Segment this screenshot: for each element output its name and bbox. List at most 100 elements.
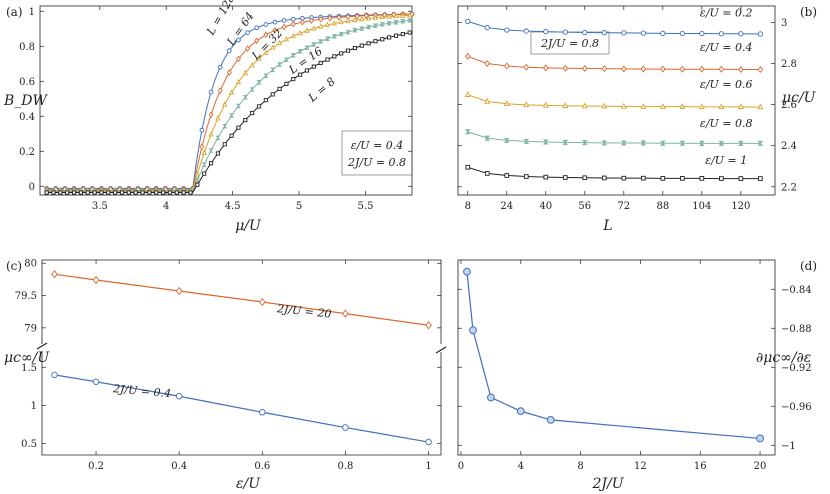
- panel-a-point-3-99: [270, 67, 276, 73]
- panel-a-point-2-159: [407, 12, 413, 18]
- panel-a-point-3-147: [379, 22, 385, 27]
- panel-a-point-3-84: [235, 103, 242, 109]
- panel-a-point-3-120: [318, 39, 324, 44]
- panel-b-point-1-13: [718, 65, 725, 73]
- panel-a-point-1-88: [245, 45, 251, 52]
- panel-a-ytick-label-4: 0.8: [19, 42, 35, 53]
- panel-a-point-2-78: [222, 101, 228, 107]
- panel-a-point-4-60: [181, 190, 186, 195]
- panel-a-point-1-96: [263, 31, 269, 39]
- panel-b-xlabel: L: [602, 218, 612, 234]
- panel-b-ytick-label-2: 2.6: [781, 100, 797, 111]
- panel-a-legend-box: [341, 130, 413, 176]
- panel-b-point-0-5: [562, 29, 568, 35]
- panel-a-point-4-153: [393, 33, 399, 38]
- panel-label-a: (a): [6, 5, 23, 19]
- panel-a-point-4-3: [51, 190, 56, 195]
- panel-a-point-3-90: [249, 87, 255, 92]
- panel-d-frame: [457, 259, 776, 456]
- panel-b-point-1-5: [562, 64, 569, 72]
- panel-b-point-1-12: [699, 65, 705, 73]
- panel-b-point-4-11: [680, 176, 685, 181]
- panel-a-point-4-0: [44, 190, 49, 195]
- panel-a-point-2-132: [345, 17, 351, 24]
- panel-a-point-1-92: [254, 37, 260, 45]
- panel-a-point-4-144: [373, 39, 378, 44]
- panel-a-point-2-105: [283, 36, 290, 42]
- panel-a-point-4-33: [119, 190, 125, 195]
- panel-c-upper-ytick-label-1: 79.5: [15, 291, 37, 302]
- panel-a-series-label-4: L = 8: [305, 75, 337, 105]
- panel-b-point-0-6: [582, 29, 588, 36]
- panel-b-point-2-4: [542, 101, 549, 108]
- panel-a-point-0-68: [199, 127, 205, 133]
- panel-b-point-4-13: [719, 176, 724, 181]
- panel-c-line-1: [54, 374, 429, 443]
- panel-b-series-label-3: ε/U = 0.8: [700, 117, 753, 130]
- panel-a-point-4-123: [325, 57, 330, 62]
- panel-b-ytick-label-3: 2.8: [781, 59, 797, 70]
- panel-a-series-label-1: L = 64: [224, 10, 257, 49]
- panel-a-point-2-69: [201, 149, 207, 155]
- panel-a-point-4-141: [366, 41, 371, 46]
- panel-d-xtick-label-3: 12: [634, 461, 647, 472]
- panel-a-xlabel: μ/U: [235, 218, 262, 234]
- panel-b-point-1-6: [582, 64, 588, 72]
- panel-b-point-3-9: [640, 140, 647, 146]
- panel-a-point-2-120: [318, 23, 324, 29]
- panel-a-point-2-141: [365, 15, 372, 21]
- panel-a-point-4-150: [387, 35, 392, 40]
- panel-label-b: (b): [800, 5, 817, 19]
- panel-a-point-3-117: [311, 42, 317, 47]
- panel-c-ylabel: μc∞/U: [4, 350, 50, 366]
- panel-a-point-4-111: [298, 72, 303, 77]
- panel-a-point-3-93: [256, 80, 262, 85]
- panel-a-point-3-159: [407, 18, 413, 23]
- panel-a-point-0-108: [290, 16, 296, 22]
- panel-d-point-0-5: [756, 434, 764, 443]
- panel-b-point-2-1: [484, 97, 491, 104]
- panel-b-point-4-15: [758, 176, 763, 181]
- panel-a-point-4-138: [359, 43, 364, 48]
- panel-a-point-3-111: [297, 49, 303, 54]
- panel-a-point-4-48: [154, 190, 159, 195]
- panel-a-point-4-54: [167, 190, 173, 195]
- panel-a-point-2-138: [359, 15, 365, 22]
- panel-a-xtick-label-2: 4.5: [225, 201, 241, 212]
- panel-a-legend-line-2: 2J/U = 0.8: [347, 156, 406, 169]
- panel-a-point-0-96: [263, 22, 269, 27]
- panel-d-xtick-label-4: 16: [694, 461, 707, 472]
- panel-a-point-4-51: [161, 190, 166, 195]
- panel-b-point-3-7: [601, 140, 608, 146]
- panel-d-point-0-0: [463, 267, 471, 276]
- panel-b-xtick-label-1: 24: [500, 201, 513, 212]
- panel-a-point-1-84: [235, 55, 241, 63]
- panel-b-series-label-4: ε/U = 1: [705, 154, 747, 167]
- panel-c-series-label-1: 2J/U = 0.4: [112, 382, 172, 400]
- panel-a-point-0-72: [208, 89, 214, 95]
- panel-b-point-3-13: [718, 140, 725, 146]
- panel-b-point-2-9: [640, 103, 647, 109]
- panel-b-point-0-15: [757, 31, 764, 37]
- panel-a-point-4-159: [407, 30, 412, 35]
- panel-b-point-2-7: [601, 102, 608, 109]
- panel-a-point-4-69: [202, 171, 207, 176]
- panel-b-point-2-14: [737, 103, 744, 110]
- panel-a-point-2-84: [235, 78, 242, 85]
- panel-a-point-3-75: [215, 135, 221, 140]
- panel-a-point-1-104: [281, 23, 287, 31]
- panel-a-point-4-27: [106, 190, 111, 195]
- panel-b-xtick-label-2: 40: [539, 201, 552, 212]
- panel-a-xtick-label-3: 5: [296, 201, 302, 212]
- panel-a-point-2-66: [194, 171, 200, 177]
- panel-b-point-4-12: [699, 176, 705, 181]
- panel-b-point-3-3: [523, 138, 530, 144]
- panel-a-point-4-108: [291, 77, 296, 82]
- panel-a-point-3-144: [372, 23, 379, 28]
- panel-a-point-3-138: [359, 26, 365, 31]
- panel-a-frame: [39, 5, 413, 196]
- panel-a-point-4-39: [133, 190, 138, 195]
- panel-c-frame-lower: [41, 352, 442, 456]
- panel-b-point-3-5: [562, 139, 569, 145]
- panel-c-point-0-3: [258, 297, 266, 307]
